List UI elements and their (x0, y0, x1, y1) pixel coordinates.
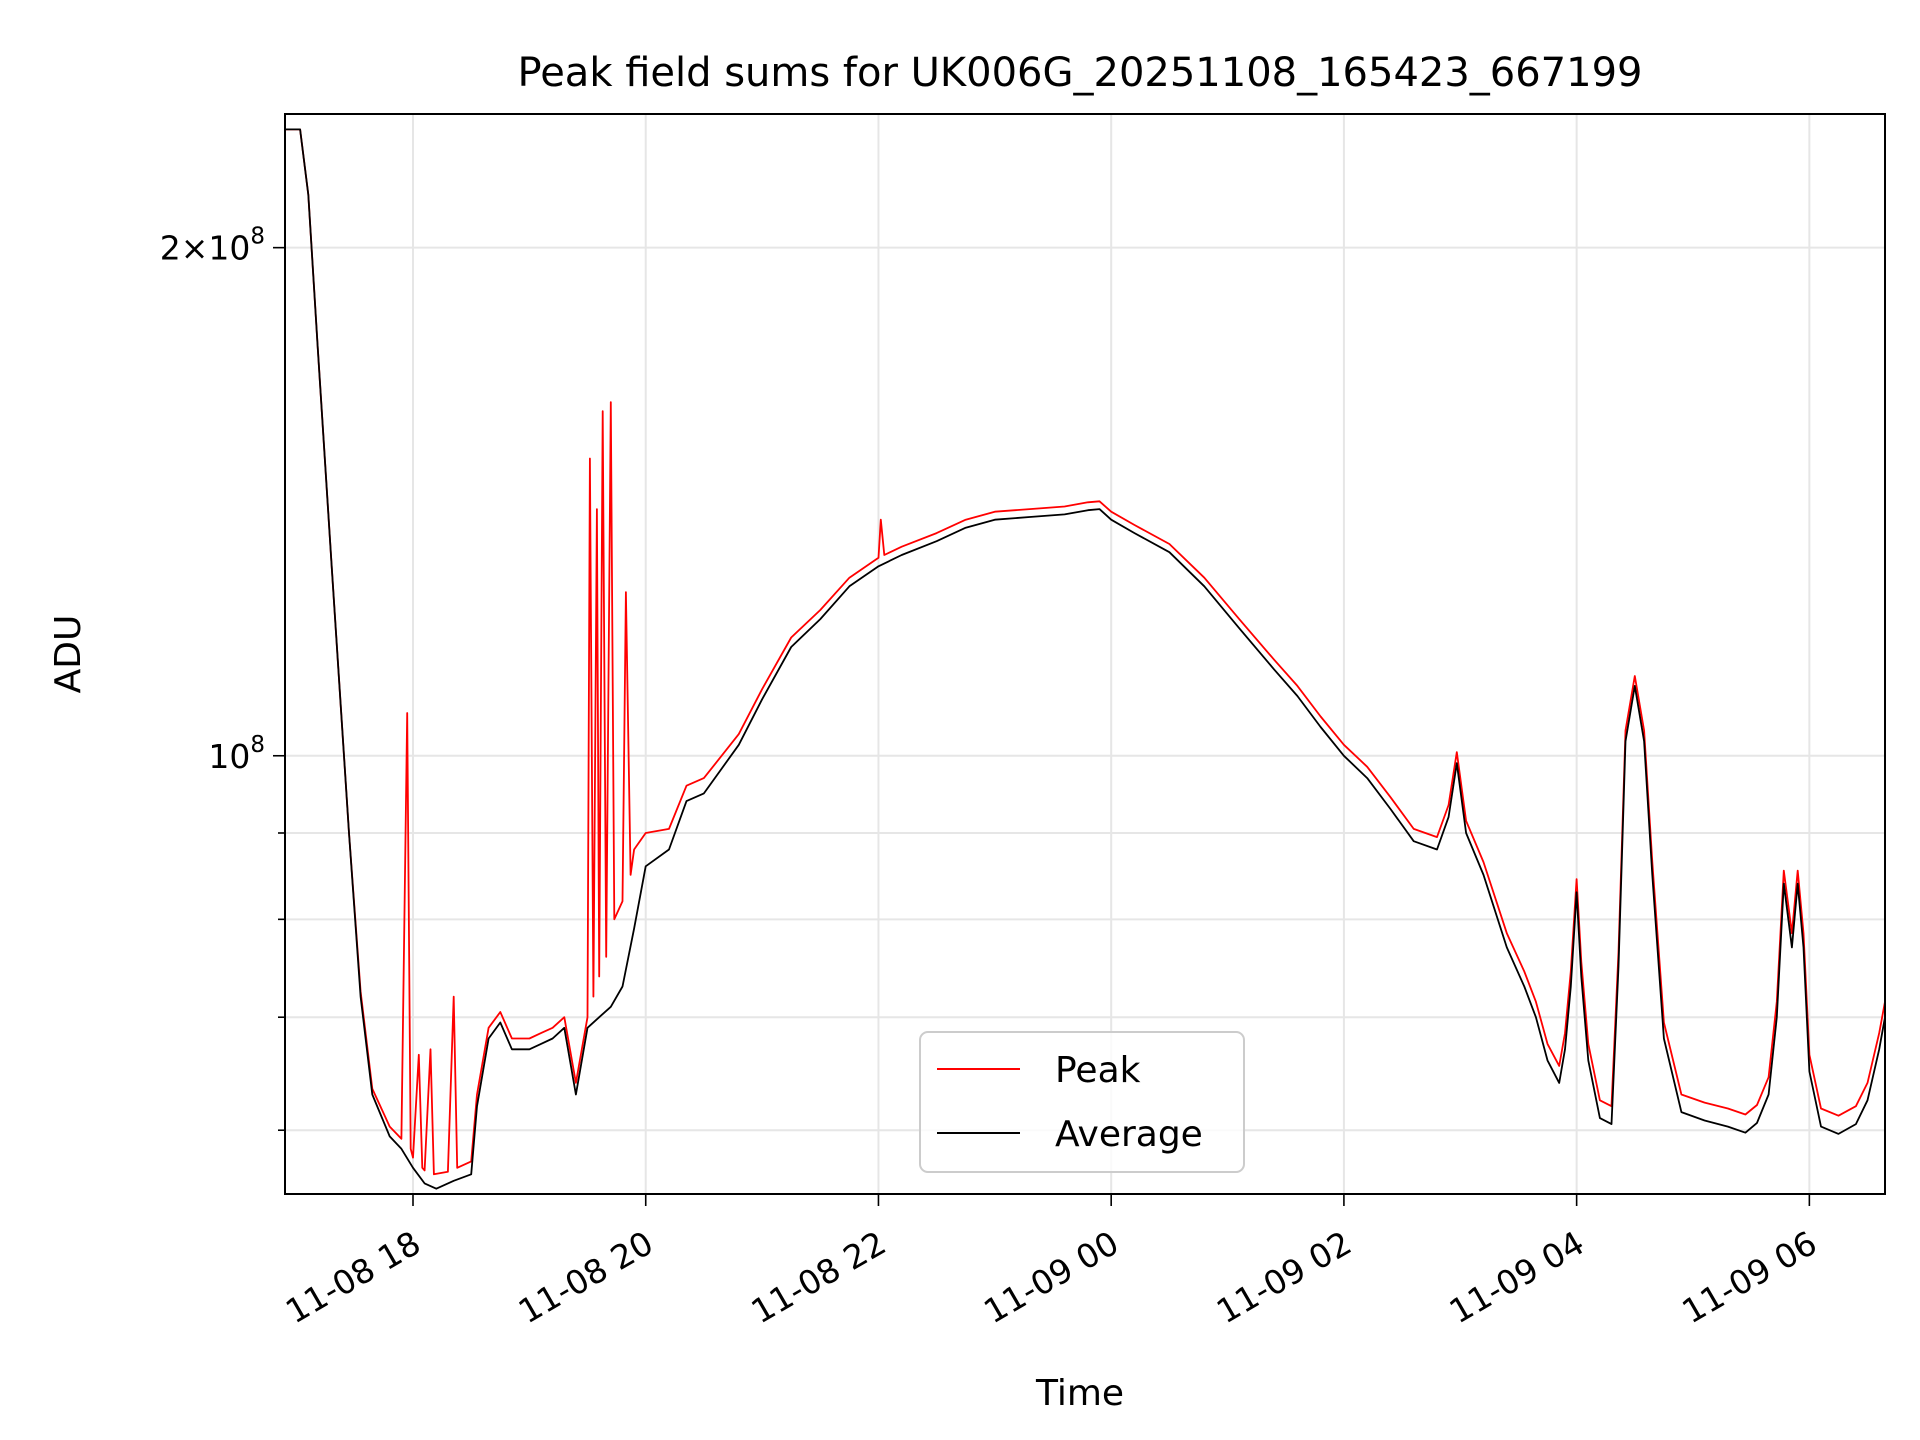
series-layer (285, 128, 1886, 1190)
y-tick-label: 108 (208, 732, 265, 776)
y-tick-label: 2×108 (160, 224, 265, 268)
legend-box (919, 1031, 1245, 1173)
legend-peak-label: Peak (1055, 1050, 1141, 1091)
series-line-average (285, 128, 1886, 1190)
y-tick-base: 2×10 (160, 229, 251, 268)
grid (285, 114, 1885, 1194)
legend-average-label: Average (1055, 1114, 1203, 1155)
x-axis-label: Time (1035, 1373, 1124, 1414)
chart-title: Peak field sums for UK006G_20251108_1654… (518, 50, 1643, 96)
y-tick-base: 10 (208, 737, 250, 776)
y-tick-exponent: 8 (250, 224, 265, 250)
legend: Peak Average (919, 1031, 1245, 1173)
plot-frame (284, 113, 1886, 1195)
y-tick-exponent: 8 (250, 732, 265, 758)
y-axis-label: ADU (48, 615, 89, 694)
